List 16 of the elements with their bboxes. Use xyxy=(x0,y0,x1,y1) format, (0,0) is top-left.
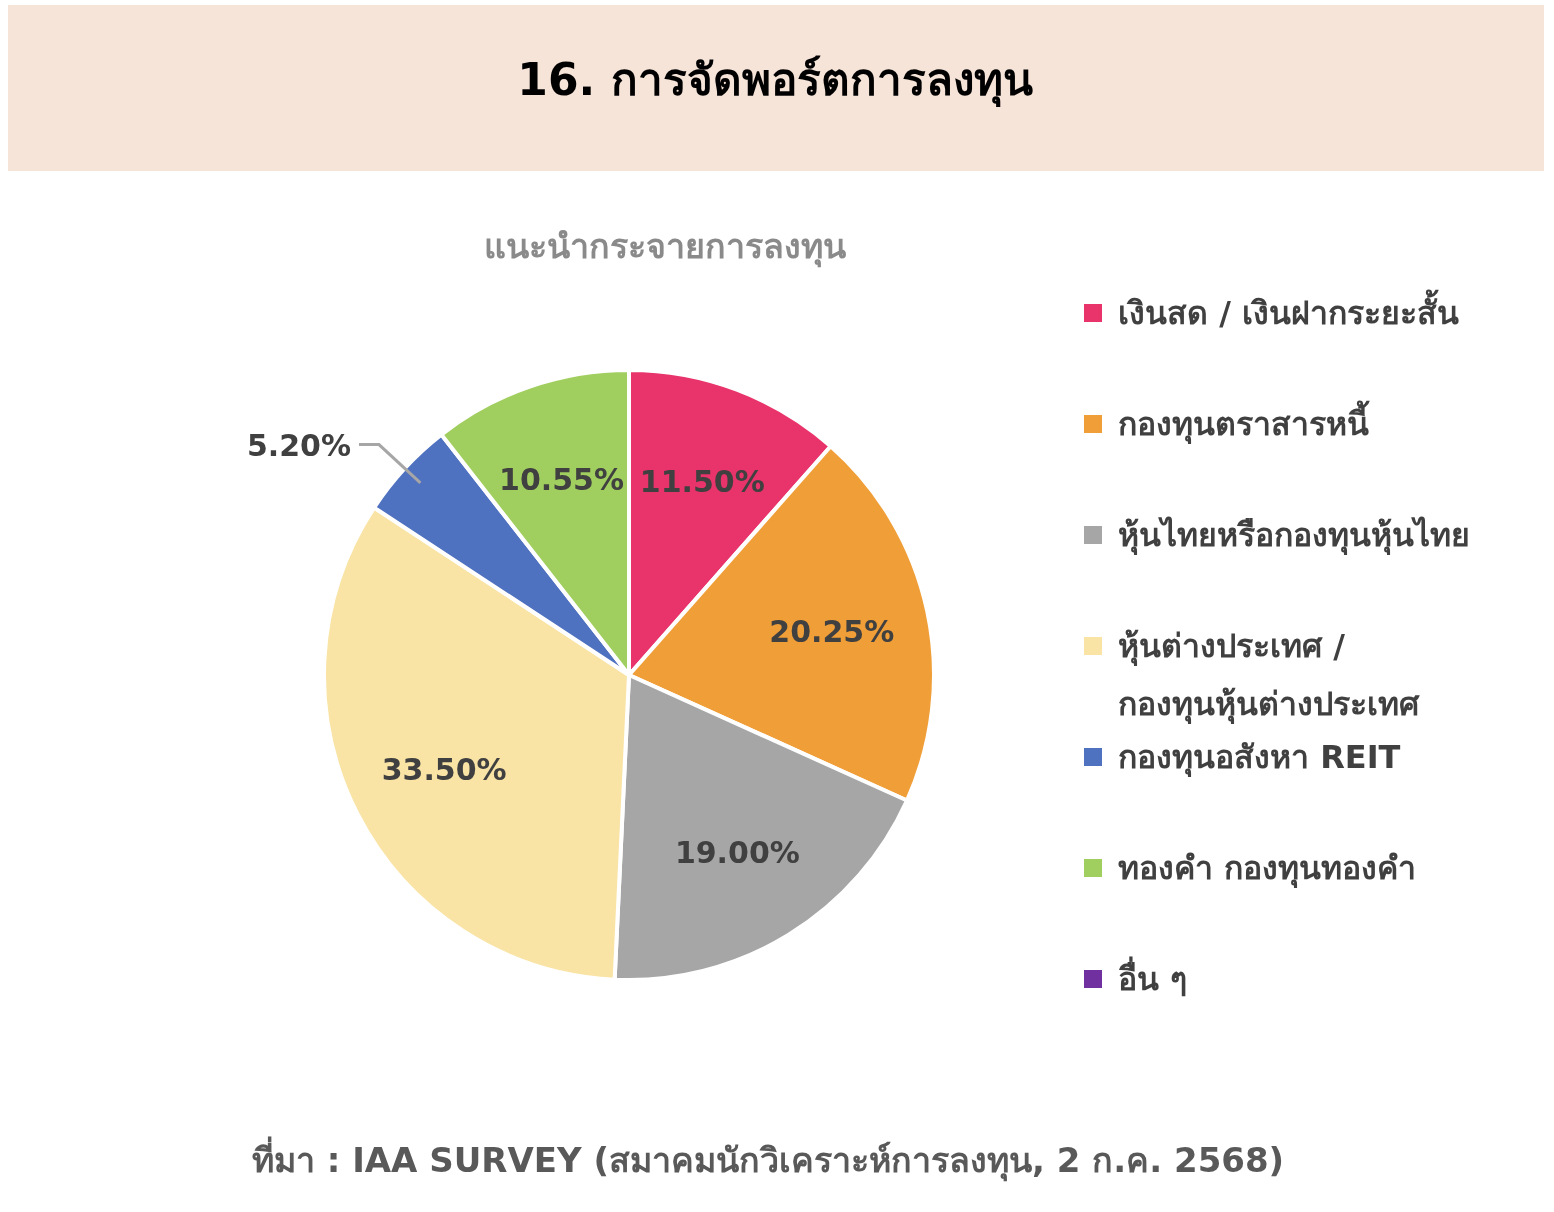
data-label: 11.50% xyxy=(639,463,765,499)
text: ที่มา : IAA SURVEY (สมาคมนักวิเคราะห์การลงทุน, 2 ก.ค. 2568) xyxy=(251,1136,1285,1182)
data-label: 10.55% xyxy=(499,461,624,497)
legend-label: หุ้นไทยหรือกองทุนหุ้นไทย xyxy=(1118,516,1470,556)
chart-title: 16. การจัดพอร์ตการลงทุน xyxy=(517,54,1033,108)
legend-label: หุ้นต่างประเทศ / กองทุนหุ้นต่างประเทศ xyxy=(1118,627,1420,725)
legend-label: ทองคำ กองทุนทองคำ xyxy=(1118,849,1417,889)
legend-label: กองทุนอสังหา REIT xyxy=(1118,738,1401,778)
legend-label: เงินสด / เงินฝากระยะสั้น xyxy=(1118,289,1459,332)
legend-label: กองทุนตราสารหนี้ xyxy=(1118,400,1370,445)
chart-subtitle: แนะนำกระจายการลงทุน xyxy=(484,226,846,268)
data-label: 19.00% xyxy=(674,834,800,870)
data-label: 20.25% xyxy=(769,614,895,650)
data-label: 5.20% xyxy=(246,427,351,463)
data-label: 33.50% xyxy=(381,752,507,788)
legend-label: อื่น ๆ xyxy=(1118,956,1188,998)
